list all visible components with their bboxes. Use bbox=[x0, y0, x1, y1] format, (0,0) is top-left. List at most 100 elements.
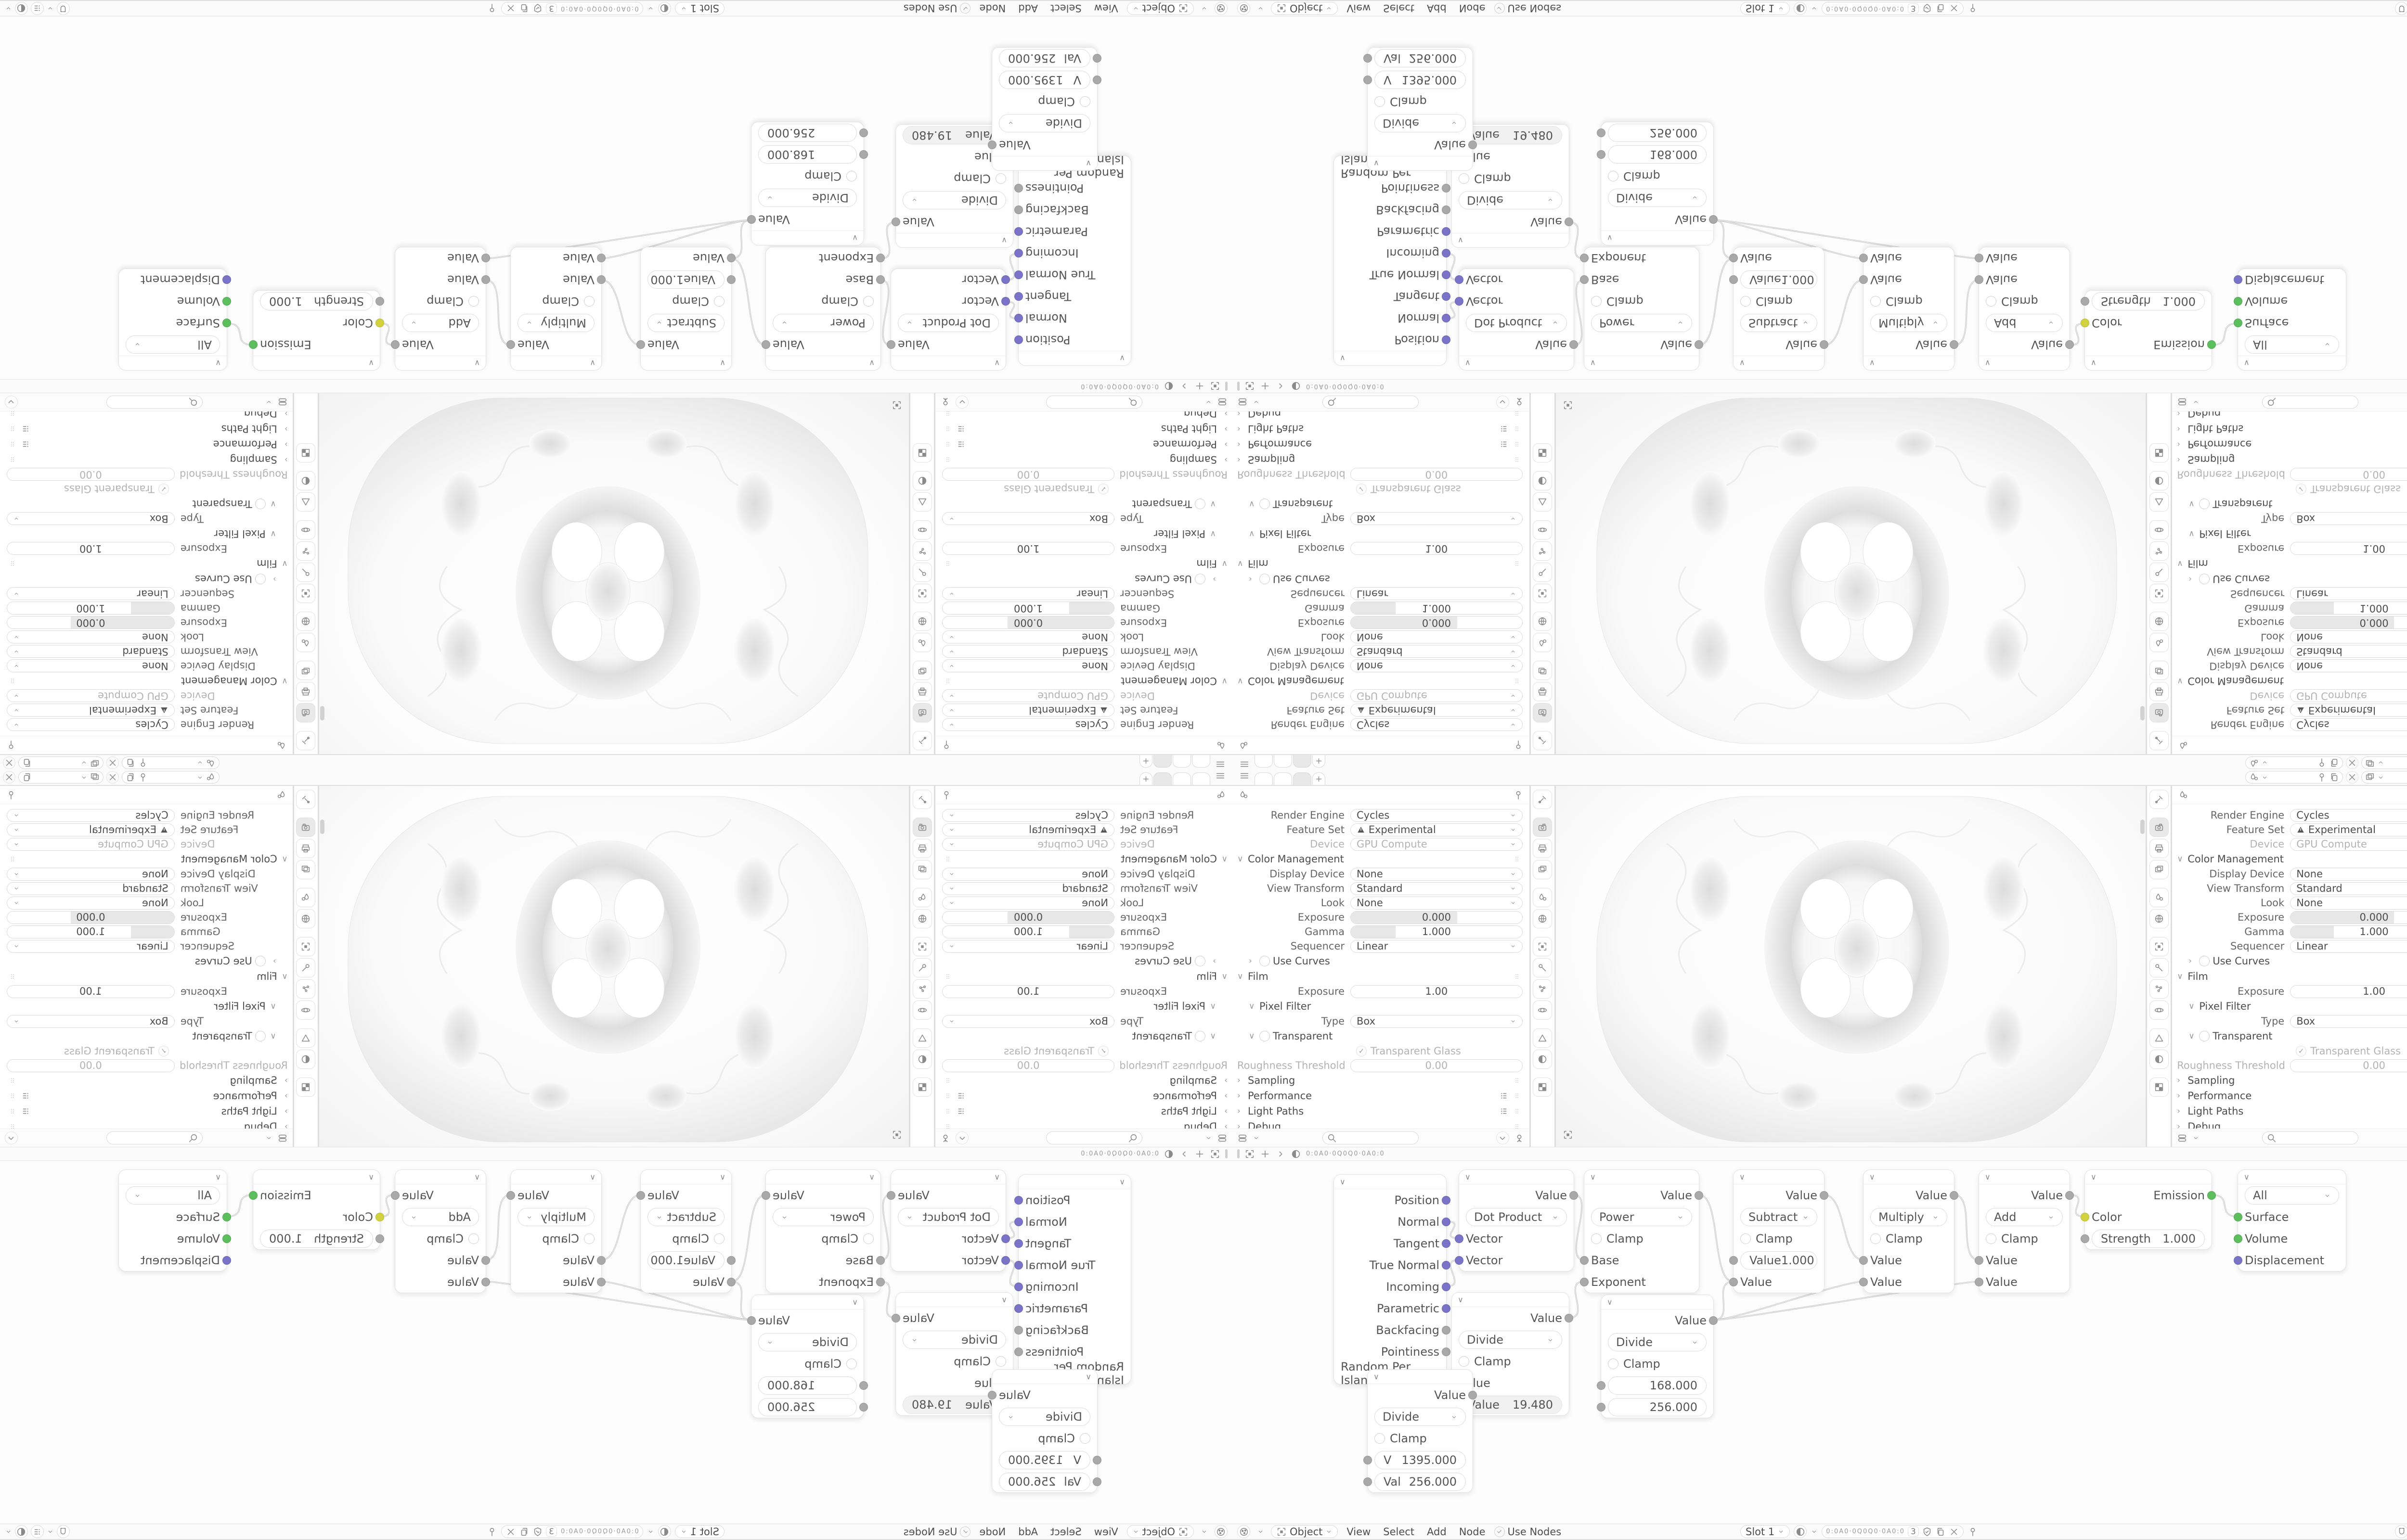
viewport-3d[interactable] bbox=[319, 786, 909, 1147]
output-socket-value[interactable] bbox=[1565, 1313, 1573, 1322]
properties-search-input[interactable] bbox=[2262, 396, 2359, 409]
properties-tab-tri[interactable] bbox=[296, 1028, 316, 1048]
dropdown-device[interactable]: GPU Compute bbox=[1350, 837, 1523, 851]
properties-tab-sphere[interactable] bbox=[2149, 1050, 2169, 1069]
dropdown-view-transform[interactable]: Standard bbox=[1350, 882, 1523, 895]
slider-gamma[interactable]: 1.000 bbox=[942, 925, 1114, 938]
section-color-management[interactable]: ∨ Color Management bbox=[2177, 853, 2284, 865]
properties-tab-droplet[interactable] bbox=[296, 633, 316, 652]
input-socket-value[interactable] bbox=[597, 254, 606, 263]
input-socket-value[interactable] bbox=[1597, 1381, 1605, 1390]
dropdown-type[interactable]: Box bbox=[1350, 1014, 1523, 1028]
properties-tab-select[interactable] bbox=[1533, 937, 1553, 956]
properties-tab-wrench[interactable] bbox=[296, 563, 316, 582]
node-emission[interactable]: ∨ Emission Color Strength 1.000 bbox=[249, 1169, 384, 1250]
dropdown-view-transform[interactable]: Standard bbox=[6, 882, 175, 895]
node-collapse-chevron[interactable]: ∨ bbox=[1019, 1175, 1131, 1189]
output-socket-value[interactable] bbox=[1820, 340, 1828, 349]
workspace-tab-1[interactable] bbox=[1192, 755, 1210, 768]
section-performance[interactable]: › Performance bbox=[2177, 438, 2252, 450]
users-count-badge[interactable]: 3 bbox=[546, 3, 557, 13]
output-socket-tangent[interactable] bbox=[1442, 1239, 1450, 1248]
input-socket-value[interactable] bbox=[859, 128, 868, 138]
input-socket-color[interactable] bbox=[2081, 1212, 2089, 1221]
value-field[interactable]: Strength 1.000 bbox=[2092, 1229, 2205, 1248]
dropdown-device[interactable]: GPU Compute bbox=[942, 837, 1114, 851]
section-pixel-filter[interactable]: ∨ Pixel Filter bbox=[1249, 1001, 1311, 1012]
section-color-management[interactable]: ∨ Color Management bbox=[7, 673, 288, 689]
dropdown-sequencer[interactable]: Linear bbox=[942, 587, 1114, 601]
dropdown-device[interactable]: GPU Compute bbox=[6, 837, 175, 851]
output-socket-value[interactable] bbox=[2065, 1191, 2074, 1200]
node-subtract[interactable]: ∨ Value Subtract Clamp Value 1.000 Value bbox=[1729, 247, 1828, 371]
properties-tab-tri[interactable] bbox=[1533, 492, 1553, 512]
node-collapse-chevron[interactable]: ∨ bbox=[751, 231, 864, 245]
node-divide-3[interactable]: ∨ Value Divide Clamp 168.000 256.000 bbox=[747, 1295, 868, 1418]
clamp-checkbox[interactable]: Clamp bbox=[821, 1232, 874, 1245]
properties-tab-particles[interactable] bbox=[1533, 979, 1553, 999]
properties-search-input[interactable] bbox=[106, 396, 203, 409]
section-color-management[interactable]: ∨ Color Management bbox=[1237, 673, 1523, 689]
properties-tab-checker[interactable] bbox=[912, 443, 932, 462]
dropdown-sequencer[interactable]: Linear bbox=[6, 939, 175, 953]
operation-dropdown[interactable]: Divide bbox=[1374, 114, 1466, 133]
input-socket-v[interactable] bbox=[1093, 76, 1101, 85]
menu-select[interactable]: Select bbox=[1050, 1526, 1082, 1538]
toggle-section-transparent[interactable]: ∨ Transparent bbox=[1132, 1030, 1216, 1042]
input-socket-vector[interactable] bbox=[1001, 297, 1010, 306]
output-socket-backfacing[interactable] bbox=[1442, 1325, 1450, 1335]
number-exposure[interactable]: 1.00 bbox=[942, 985, 1114, 998]
input-socket-value[interactable] bbox=[1597, 150, 1605, 159]
shader-type-dropdown[interactable]: Object bbox=[1126, 2, 1194, 15]
input-socket-value[interactable] bbox=[597, 1277, 606, 1286]
checkbox-transparent-glass[interactable]: ✓ Transparent Glass bbox=[942, 482, 1228, 496]
slider-exposure[interactable]: 0.000 bbox=[1350, 911, 1523, 924]
checkbox-transparent-glass[interactable]: ✓ Transparent Glass bbox=[2177, 1044, 2407, 1058]
input-socket-value[interactable] bbox=[1859, 1256, 1868, 1265]
clamp-checkbox[interactable]: Clamp bbox=[1459, 172, 1511, 186]
output-socket-value[interactable] bbox=[1468, 141, 1477, 150]
output-socket-value[interactable] bbox=[1569, 1191, 1578, 1200]
output-socket-value[interactable] bbox=[1468, 1390, 1477, 1399]
input-socket-strength[interactable] bbox=[2081, 297, 2089, 306]
output-socket-value[interactable] bbox=[506, 340, 515, 349]
dropdown-sequencer[interactable]: Linear bbox=[1350, 587, 1523, 601]
output-socket-value[interactable] bbox=[506, 1191, 515, 1200]
dropdown-look[interactable]: None bbox=[6, 630, 175, 644]
node-collapse-chevron[interactable]: ∨ bbox=[2085, 356, 2212, 370]
output-socket-value[interactable] bbox=[636, 1191, 645, 1200]
node-material-output[interactable]: ∨ All Surface Volume Displacement bbox=[2234, 269, 2346, 371]
value-field[interactable]: Val 256.000 bbox=[1374, 49, 1466, 68]
properties-tab-images[interactable] bbox=[912, 661, 932, 680]
dropdown-render-engine[interactable]: Cycles bbox=[6, 718, 175, 732]
dropdown-display-device[interactable]: None bbox=[1350, 659, 1523, 673]
properties-tab-sphere[interactable] bbox=[1533, 471, 1553, 490]
node-dot-product[interactable]: ∨ Value Dot Product Vector Vector bbox=[1455, 1169, 1578, 1271]
section-performance[interactable]: › Performance bbox=[942, 436, 1228, 452]
properties-tab-tool[interactable] bbox=[2149, 790, 2169, 809]
input-socket-volume[interactable] bbox=[2234, 1234, 2242, 1243]
workspace-tab-1[interactable] bbox=[1255, 755, 1273, 768]
dropdown-feature-set[interactable]: Experimental bbox=[2290, 823, 2407, 836]
output-socket-backfacing[interactable] bbox=[1442, 205, 1450, 215]
dropdown-look[interactable]: None bbox=[2290, 630, 2407, 644]
value-field[interactable]: 168.000 bbox=[758, 1376, 857, 1395]
toggle-section-use-curves[interactable]: › Use Curves bbox=[194, 573, 276, 585]
input-socket-color[interactable] bbox=[375, 1212, 384, 1221]
output-socket-position[interactable] bbox=[1442, 335, 1450, 345]
properties-tab-particles[interactable] bbox=[296, 979, 316, 999]
node-collapse-chevron[interactable]: ∨ bbox=[2238, 1170, 2346, 1184]
workspace-tab-3[interactable] bbox=[1153, 755, 1172, 768]
slider-gamma[interactable]: 1.000 bbox=[6, 602, 175, 615]
output-socket-value[interactable] bbox=[892, 218, 900, 227]
output-socket-value[interactable] bbox=[988, 1390, 996, 1399]
output-socket-value[interactable] bbox=[1695, 1191, 1703, 1200]
dropdown-render-engine[interactable]: Cycles bbox=[2290, 808, 2407, 822]
snap-magnet-button[interactable] bbox=[2395, 2, 2407, 15]
scene-unlink-button[interactable] bbox=[106, 757, 119, 769]
value-field[interactable]: 168.000 bbox=[1608, 1376, 1707, 1395]
node-divide-1[interactable]: ∨ Value Divide Clamp V 1395.000 Val 256.000 bbox=[988, 47, 1101, 171]
dropdown-sequencer[interactable]: Linear bbox=[2290, 939, 2407, 953]
properties-tab-wrench[interactable] bbox=[296, 958, 316, 977]
operation-dropdown[interactable]: Divide bbox=[1608, 1333, 1707, 1351]
